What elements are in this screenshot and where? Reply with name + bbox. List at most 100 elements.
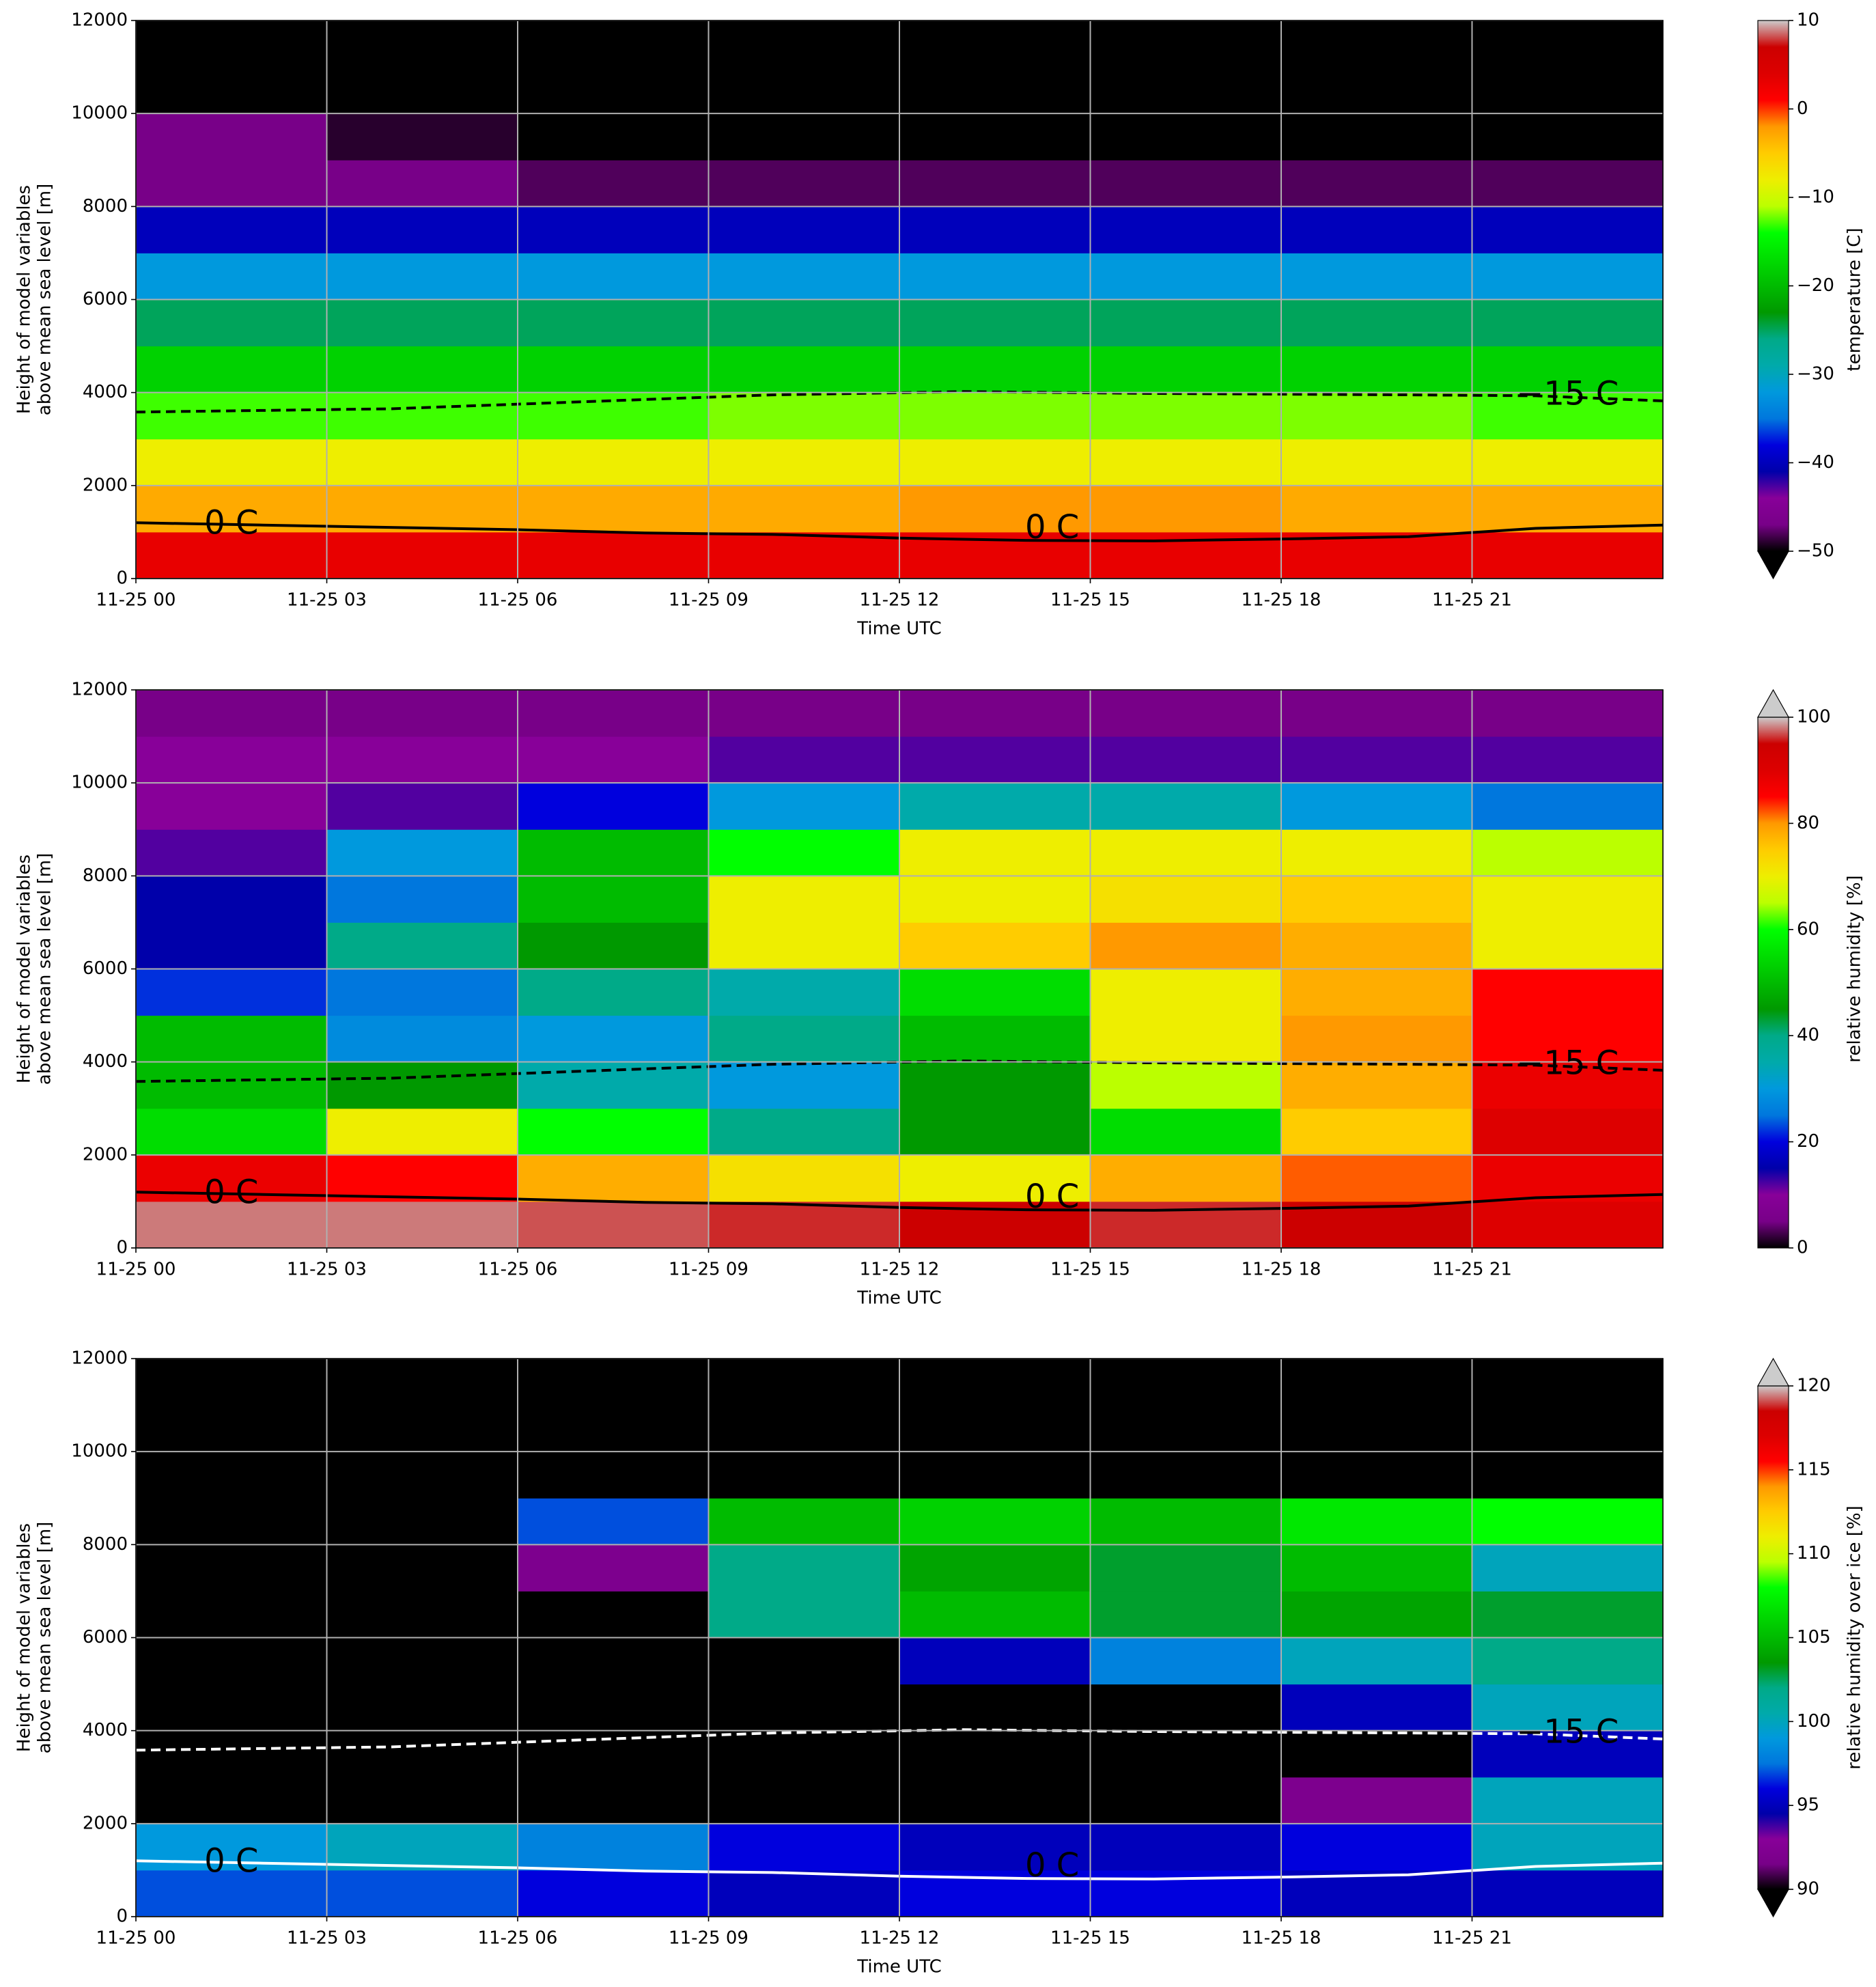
heat-cell [326,1061,518,1109]
heat-cell [326,439,518,486]
heat-cell [136,531,327,579]
heat-cell [326,20,518,68]
heat-cell [899,1061,1091,1109]
panel: 11-25 00 11-25 03 11-25 06 11-25 09 11-25 12… [14,680,1865,1309]
colorbar-tick-label: −40 [1797,452,1834,473]
heat-cell [1281,876,1472,923]
heat-cell [518,1015,709,1063]
heat-cell [1090,113,1282,161]
x-tick-label: 11-25 21 [1432,590,1512,611]
heat-cell [1472,206,1663,253]
heat-cell [136,299,327,347]
y-tick-label: 4000 [83,1720,128,1740]
y-axis-label: Height of model variables [14,185,35,414]
heat-cell [326,1637,518,1685]
x-tick-label: 11-25 06 [478,1928,558,1949]
y-tick-label: 12000 [71,1348,128,1369]
x-tick-label: 11-25 00 [96,1928,176,1949]
y-tick-label: 6000 [83,289,128,309]
heat-cell [1281,206,1472,253]
heat-cell [518,206,709,253]
heat-cell [899,690,1091,737]
heat-cell [518,876,709,923]
contour-label: 0 C [1025,508,1079,546]
heat-cell [708,1730,900,1778]
y-axis-label: Height of model variables [14,854,35,1083]
heat-cell [899,20,1091,68]
x-tick-label: 11-25 15 [1050,590,1130,611]
heat-cell [136,922,327,969]
heat-cell [1090,876,1282,923]
heat-cell [708,736,900,783]
heat-cell [708,1544,900,1592]
heat-cell [708,1591,900,1638]
heat-cell [899,1544,1091,1592]
colorbar-label: relative humidity [%] [1845,875,1865,1062]
colorbar-tick-label: 115 [1797,1459,1831,1479]
heat-cell [1472,160,1663,207]
heat-cell [1472,1684,1663,1732]
heat-cell [1281,1359,1472,1406]
heat-cell [1472,876,1663,923]
y-tick-label: 10000 [71,103,128,124]
heat-cell [326,876,518,923]
colorbar [1757,1385,1789,1890]
heat-cell [1281,1544,1472,1592]
heat-cell [1472,1591,1663,1638]
heat-cell [518,392,709,440]
heat-cell [136,67,327,114]
heat-cell [326,1823,518,1871]
heat-cell [708,1108,900,1156]
x-tick-label: 11-25 03 [287,1260,367,1280]
heat-cell [326,1777,518,1824]
heat-cell [708,1359,900,1406]
heat-cell [899,67,1091,114]
heat-cell [899,736,1091,783]
heat-cell [1281,485,1472,533]
heat-cell [1281,922,1472,969]
heat-cell [899,1684,1091,1732]
heat-cell [1090,1451,1282,1499]
heat-cell [326,67,518,114]
heat-cell [708,1405,900,1452]
y-tick-label: 8000 [83,865,128,886]
colorbar-extend [1756,689,1790,718]
heat-cell [326,346,518,393]
colorbar-tick-label: 60 [1797,919,1819,939]
contour-label: −15 C [1516,1712,1619,1751]
heat-cell [1090,1591,1282,1638]
heat-cell [518,346,709,393]
contour-label: 0 C [1025,1178,1079,1216]
x-tick-label: 11-25 06 [478,1260,558,1280]
heat-cell [1472,1870,1663,1917]
heat-cell [326,1201,518,1248]
heat-cell [136,1870,327,1917]
heat-cell [326,485,518,533]
x-tick-label: 11-25 12 [860,590,940,611]
heat-cell [326,783,518,830]
heat-cell [1281,1108,1472,1156]
heat-cell [1090,20,1282,68]
heat-cell [1281,1154,1472,1202]
heat-cell [899,1015,1091,1063]
heatmap-cells [136,20,1663,579]
y-tick-label: 6000 [83,958,128,979]
heat-cell [708,1777,900,1824]
heat-cell [899,392,1091,440]
heat-cell [326,1359,518,1406]
heat-cell [899,1451,1091,1499]
heat-cell [518,299,709,347]
colorbar-label: temperature [C] [1845,227,1865,371]
colorbar-tick-label: −30 [1797,364,1834,385]
heat-cell [1090,922,1282,969]
colorbar-tick-label: 100 [1797,707,1831,727]
heat-cell [136,1061,327,1109]
x-tick-label: 11-25 15 [1050,1928,1130,1949]
colorbar-label: relative humidity over ice [%] [1845,1505,1865,1769]
heat-cell [1090,1359,1282,1406]
heat-cell [899,1359,1091,1406]
colorbar-extend [1756,1357,1790,1387]
x-tick-label: 11-25 09 [669,590,748,611]
heat-cell [1472,1108,1663,1156]
heat-cell [1281,829,1472,876]
